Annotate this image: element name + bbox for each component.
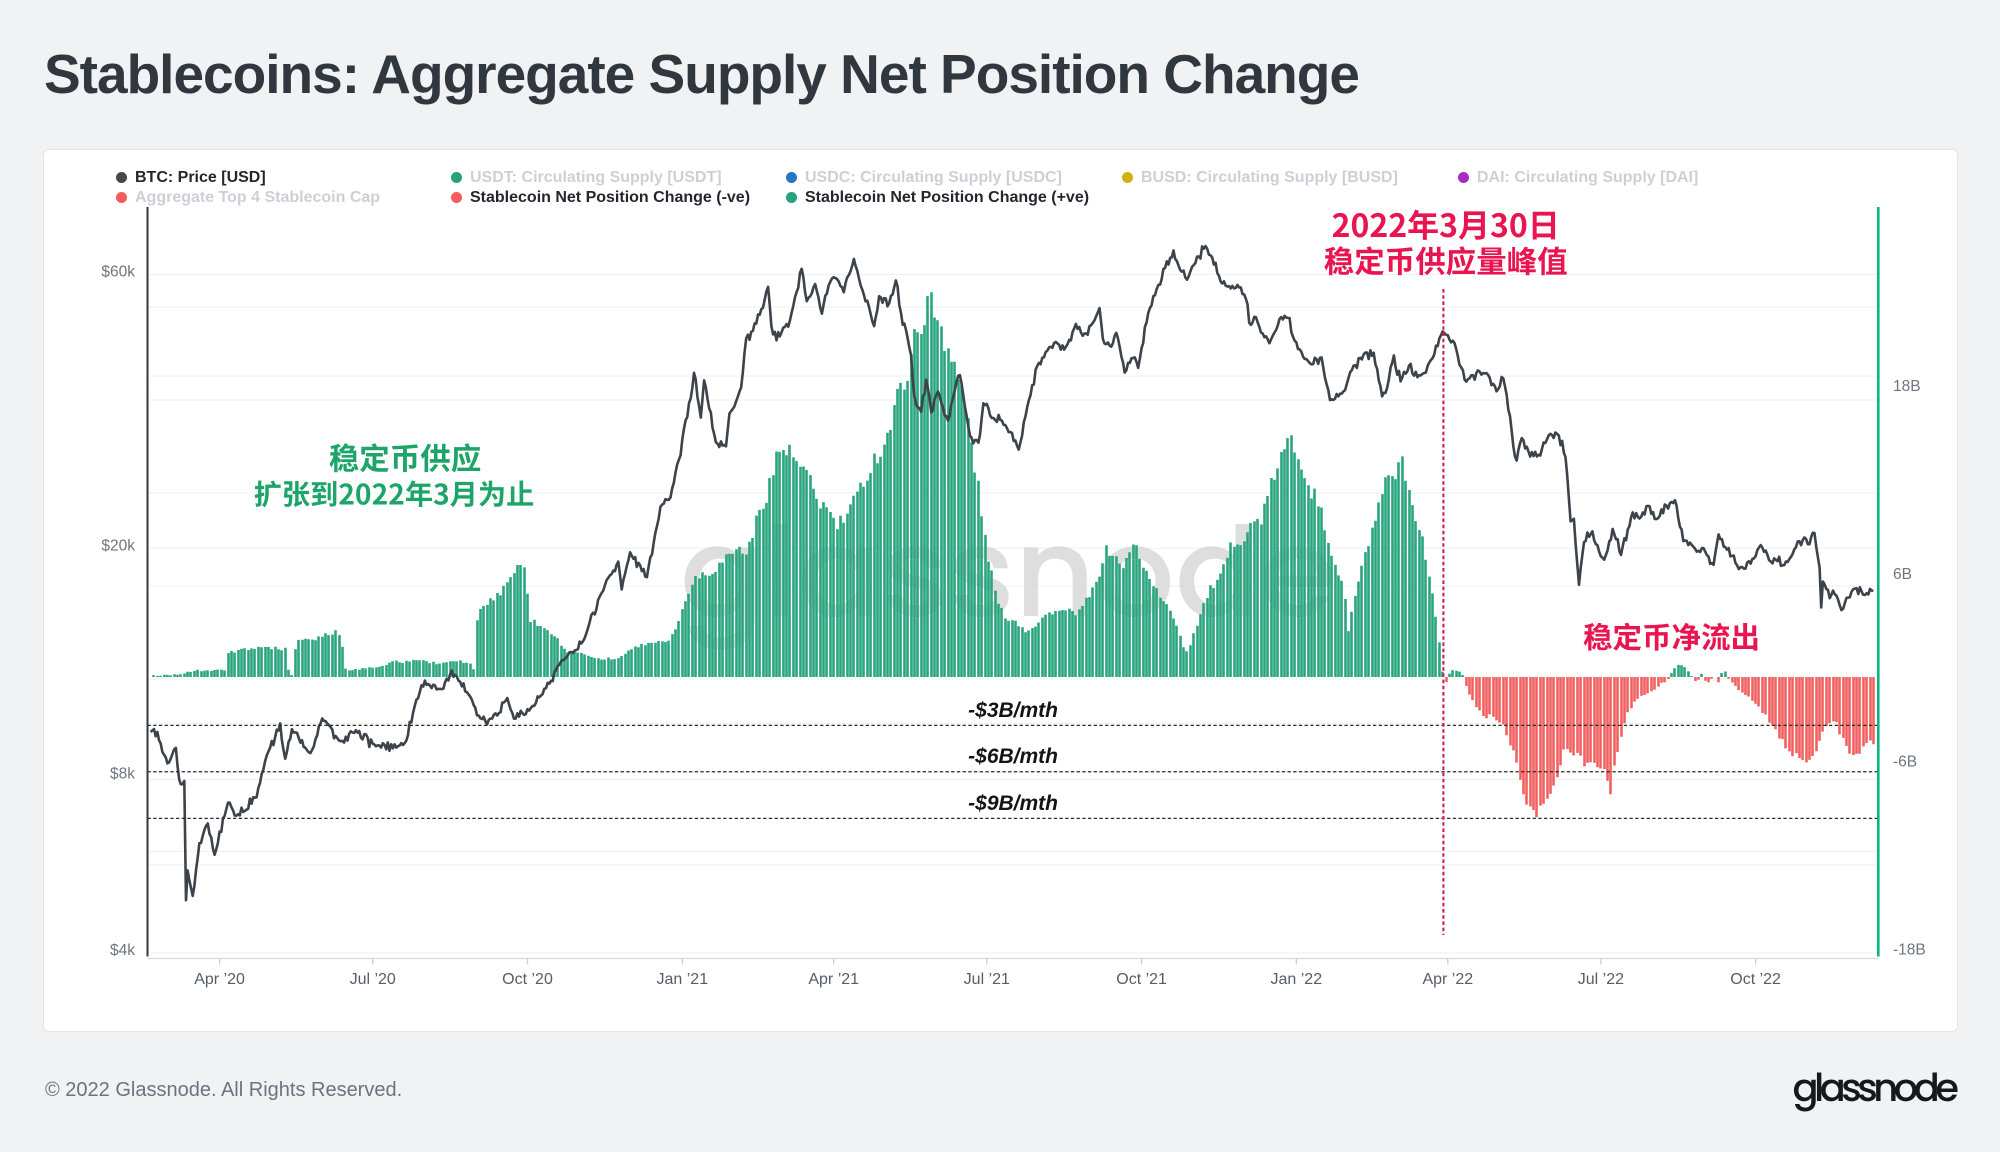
- svg-text:Jul ’22: Jul ’22: [1578, 971, 1624, 988]
- svg-text:-$9B/mth: -$9B/mth: [968, 792, 1058, 815]
- svg-text:$20k: $20k: [101, 537, 135, 554]
- svg-text:-18B: -18B: [1893, 942, 1926, 959]
- svg-text:$60k: $60k: [101, 264, 135, 281]
- svg-text:Jul ’20: Jul ’20: [350, 971, 396, 988]
- svg-text:Jan ’21: Jan ’21: [657, 971, 709, 988]
- svg-text:Apr ’21: Apr ’21: [808, 971, 859, 988]
- svg-text:$4k: $4k: [110, 942, 135, 959]
- svg-text:Jan ’22: Jan ’22: [1271, 971, 1323, 988]
- svg-text:6B: 6B: [1893, 566, 1912, 583]
- svg-text:Apr ’20: Apr ’20: [194, 971, 245, 988]
- svg-text:Oct ’22: Oct ’22: [1730, 971, 1781, 988]
- svg-text:Apr ’22: Apr ’22: [1422, 971, 1473, 988]
- svg-text:$8k: $8k: [110, 765, 135, 782]
- svg-text:-6B: -6B: [1893, 754, 1917, 771]
- svg-text:18B: 18B: [1893, 378, 1921, 395]
- svg-text:Oct ’20: Oct ’20: [502, 971, 553, 988]
- svg-text:Oct ’21: Oct ’21: [1116, 971, 1167, 988]
- svg-text:Jul ’21: Jul ’21: [964, 971, 1010, 988]
- svg-text:-$3B/mth: -$3B/mth: [968, 699, 1058, 722]
- svg-text:-$6B/mth: -$6B/mth: [968, 745, 1058, 768]
